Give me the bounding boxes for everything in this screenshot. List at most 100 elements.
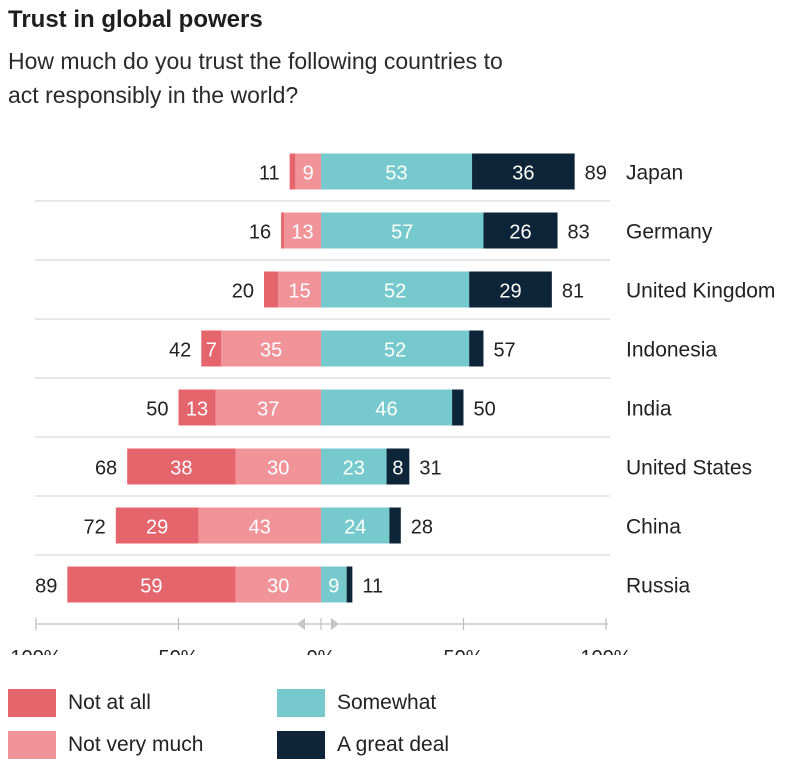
data-label-not-at-all-russia: 59 xyxy=(140,576,162,598)
bar-not-at-all-japan xyxy=(289,153,296,190)
x-tick-label: 100% xyxy=(580,647,631,655)
x-tick-label: 0% xyxy=(307,647,336,655)
bar-not-at-all-germany xyxy=(281,212,284,249)
data-label-a-great-deal-united-kingdom: 29 xyxy=(499,281,521,303)
positive-total-united-states: 31 xyxy=(419,458,441,480)
bar-a-great-deal-china xyxy=(389,507,401,544)
legend-item-not-at-all: Not at all xyxy=(8,688,151,718)
data-label-not-very-much-japan: 9 xyxy=(303,163,314,185)
data-label-somewhat-china: 24 xyxy=(344,517,366,539)
bar-somewhat-united-states xyxy=(321,448,387,485)
bar-somewhat-russia xyxy=(321,566,347,603)
positive-total-japan: 89 xyxy=(585,163,607,185)
category-label-united-states: United States xyxy=(626,457,752,480)
data-label-somewhat-united-states: 23 xyxy=(343,458,365,480)
data-label-not-very-much-united-kingdom: 15 xyxy=(289,281,311,303)
negative-total-russia: 89 xyxy=(35,576,57,598)
negative-total-germany: 16 xyxy=(249,222,271,244)
bar-not-at-all-indonesia xyxy=(201,330,222,367)
legend-swatch-a-great-deal xyxy=(277,731,325,759)
negative-total-china: 72 xyxy=(84,517,106,539)
data-label-not-at-all-united-states: 38 xyxy=(170,458,192,480)
negative-total-india: 50 xyxy=(146,399,168,421)
data-label-not-very-much-china: 43 xyxy=(249,517,271,539)
chart-title: Trust in global powers xyxy=(8,6,263,33)
legend-swatch-somewhat xyxy=(277,689,325,717)
bar-a-great-deal-japan xyxy=(472,153,575,190)
bar-somewhat-indonesia xyxy=(321,330,470,367)
bar-a-great-deal-indonesia xyxy=(469,330,484,367)
data-label-somewhat-united-kingdom: 52 xyxy=(384,281,406,303)
bar-a-great-deal-united-kingdom xyxy=(469,271,552,308)
data-label-a-great-deal-japan: 36 xyxy=(512,163,534,185)
legend-item-not-very-much: Not very much xyxy=(8,730,203,760)
data-label-not-at-all-india: 13 xyxy=(186,399,208,421)
category-label-japan: Japan xyxy=(626,162,683,185)
bar-somewhat-india xyxy=(321,389,453,426)
data-label-somewhat-russia: 9 xyxy=(328,576,339,598)
data-label-not-very-much-india: 37 xyxy=(257,399,279,421)
positive-total-united-kingdom: 81 xyxy=(562,281,584,303)
data-label-a-great-deal-united-states: 8 xyxy=(392,458,403,480)
bar-a-great-deal-united-states xyxy=(386,448,410,485)
category-label-indonesia: Indonesia xyxy=(626,339,717,362)
data-label-somewhat-indonesia: 52 xyxy=(384,340,406,362)
legend-swatch-not-at-all xyxy=(8,689,56,717)
data-label-not-at-all-indonesia: 7 xyxy=(206,340,217,362)
data-label-not-very-much-united-states: 30 xyxy=(267,458,289,480)
right-arrow-icon xyxy=(331,618,339,630)
bar-somewhat-united-kingdom xyxy=(321,271,470,308)
negative-total-united-kingdom: 20 xyxy=(232,281,254,303)
legend-label: Not very much xyxy=(68,733,204,756)
bar-somewhat-japan xyxy=(321,153,473,190)
bar-not-very-much-indonesia xyxy=(221,330,321,367)
legend-label: Somewhat xyxy=(337,691,437,714)
negative-total-indonesia: 42 xyxy=(169,340,191,362)
bar-not-very-much-united-states xyxy=(235,448,321,485)
bar-not-very-much-united-kingdom xyxy=(278,271,321,308)
data-label-somewhat-japan: 53 xyxy=(385,163,407,185)
legend-item-a-great-deal: A great deal xyxy=(277,730,449,760)
data-label-not-very-much-germany: 13 xyxy=(291,222,313,244)
data-label-a-great-deal-germany: 26 xyxy=(509,222,531,244)
data-label-somewhat-india: 46 xyxy=(375,399,397,421)
positive-total-india: 50 xyxy=(474,399,496,421)
x-tick-label: 50% xyxy=(443,647,483,655)
bar-a-great-deal-russia xyxy=(346,566,353,603)
bar-a-great-deal-germany xyxy=(483,212,558,249)
bar-not-very-much-india xyxy=(215,389,321,426)
bar-not-at-all-united-states xyxy=(127,448,236,485)
category-label-united-kingdom: United Kingdom xyxy=(626,280,775,303)
category-label-china: China xyxy=(626,516,681,539)
negative-total-united-states: 68 xyxy=(95,458,117,480)
bar-somewhat-china xyxy=(321,507,390,544)
bar-somewhat-germany xyxy=(321,212,484,249)
bar-not-very-much-germany xyxy=(283,212,321,249)
data-label-not-very-much-indonesia: 35 xyxy=(260,340,282,362)
legend-item-somewhat: Somewhat xyxy=(277,688,436,718)
bar-not-at-all-india xyxy=(178,389,216,426)
negative-total-japan: 11 xyxy=(259,163,280,185)
data-label-not-at-all-china: 29 xyxy=(146,517,168,539)
left-arrow-icon xyxy=(297,618,305,630)
category-label-india: India xyxy=(626,398,672,421)
bar-a-great-deal-india xyxy=(452,389,464,426)
bar-not-very-much-japan xyxy=(295,153,321,190)
x-tick-label: 50% xyxy=(158,647,198,655)
bar-not-at-all-china xyxy=(115,507,199,544)
chart-subtitle: How much do you trust the following coun… xyxy=(8,48,503,108)
bar-not-very-much-russia xyxy=(235,566,321,603)
x-tick-label: 100% xyxy=(10,647,61,655)
data-label-not-very-much-russia: 30 xyxy=(267,576,289,598)
positive-total-indonesia: 57 xyxy=(493,340,515,362)
bar-not-at-all-united-kingdom xyxy=(264,271,279,308)
legend-label: A great deal xyxy=(337,733,450,756)
positive-total-russia: 11 xyxy=(362,576,383,598)
data-label-somewhat-germany: 57 xyxy=(391,222,413,244)
positive-total-china: 28 xyxy=(411,517,433,539)
bar-not-very-much-china xyxy=(198,507,321,544)
legend-label: Not at all xyxy=(68,691,151,714)
bar-not-at-all-russia xyxy=(67,566,236,603)
legend-swatch-not-very-much xyxy=(8,731,56,759)
